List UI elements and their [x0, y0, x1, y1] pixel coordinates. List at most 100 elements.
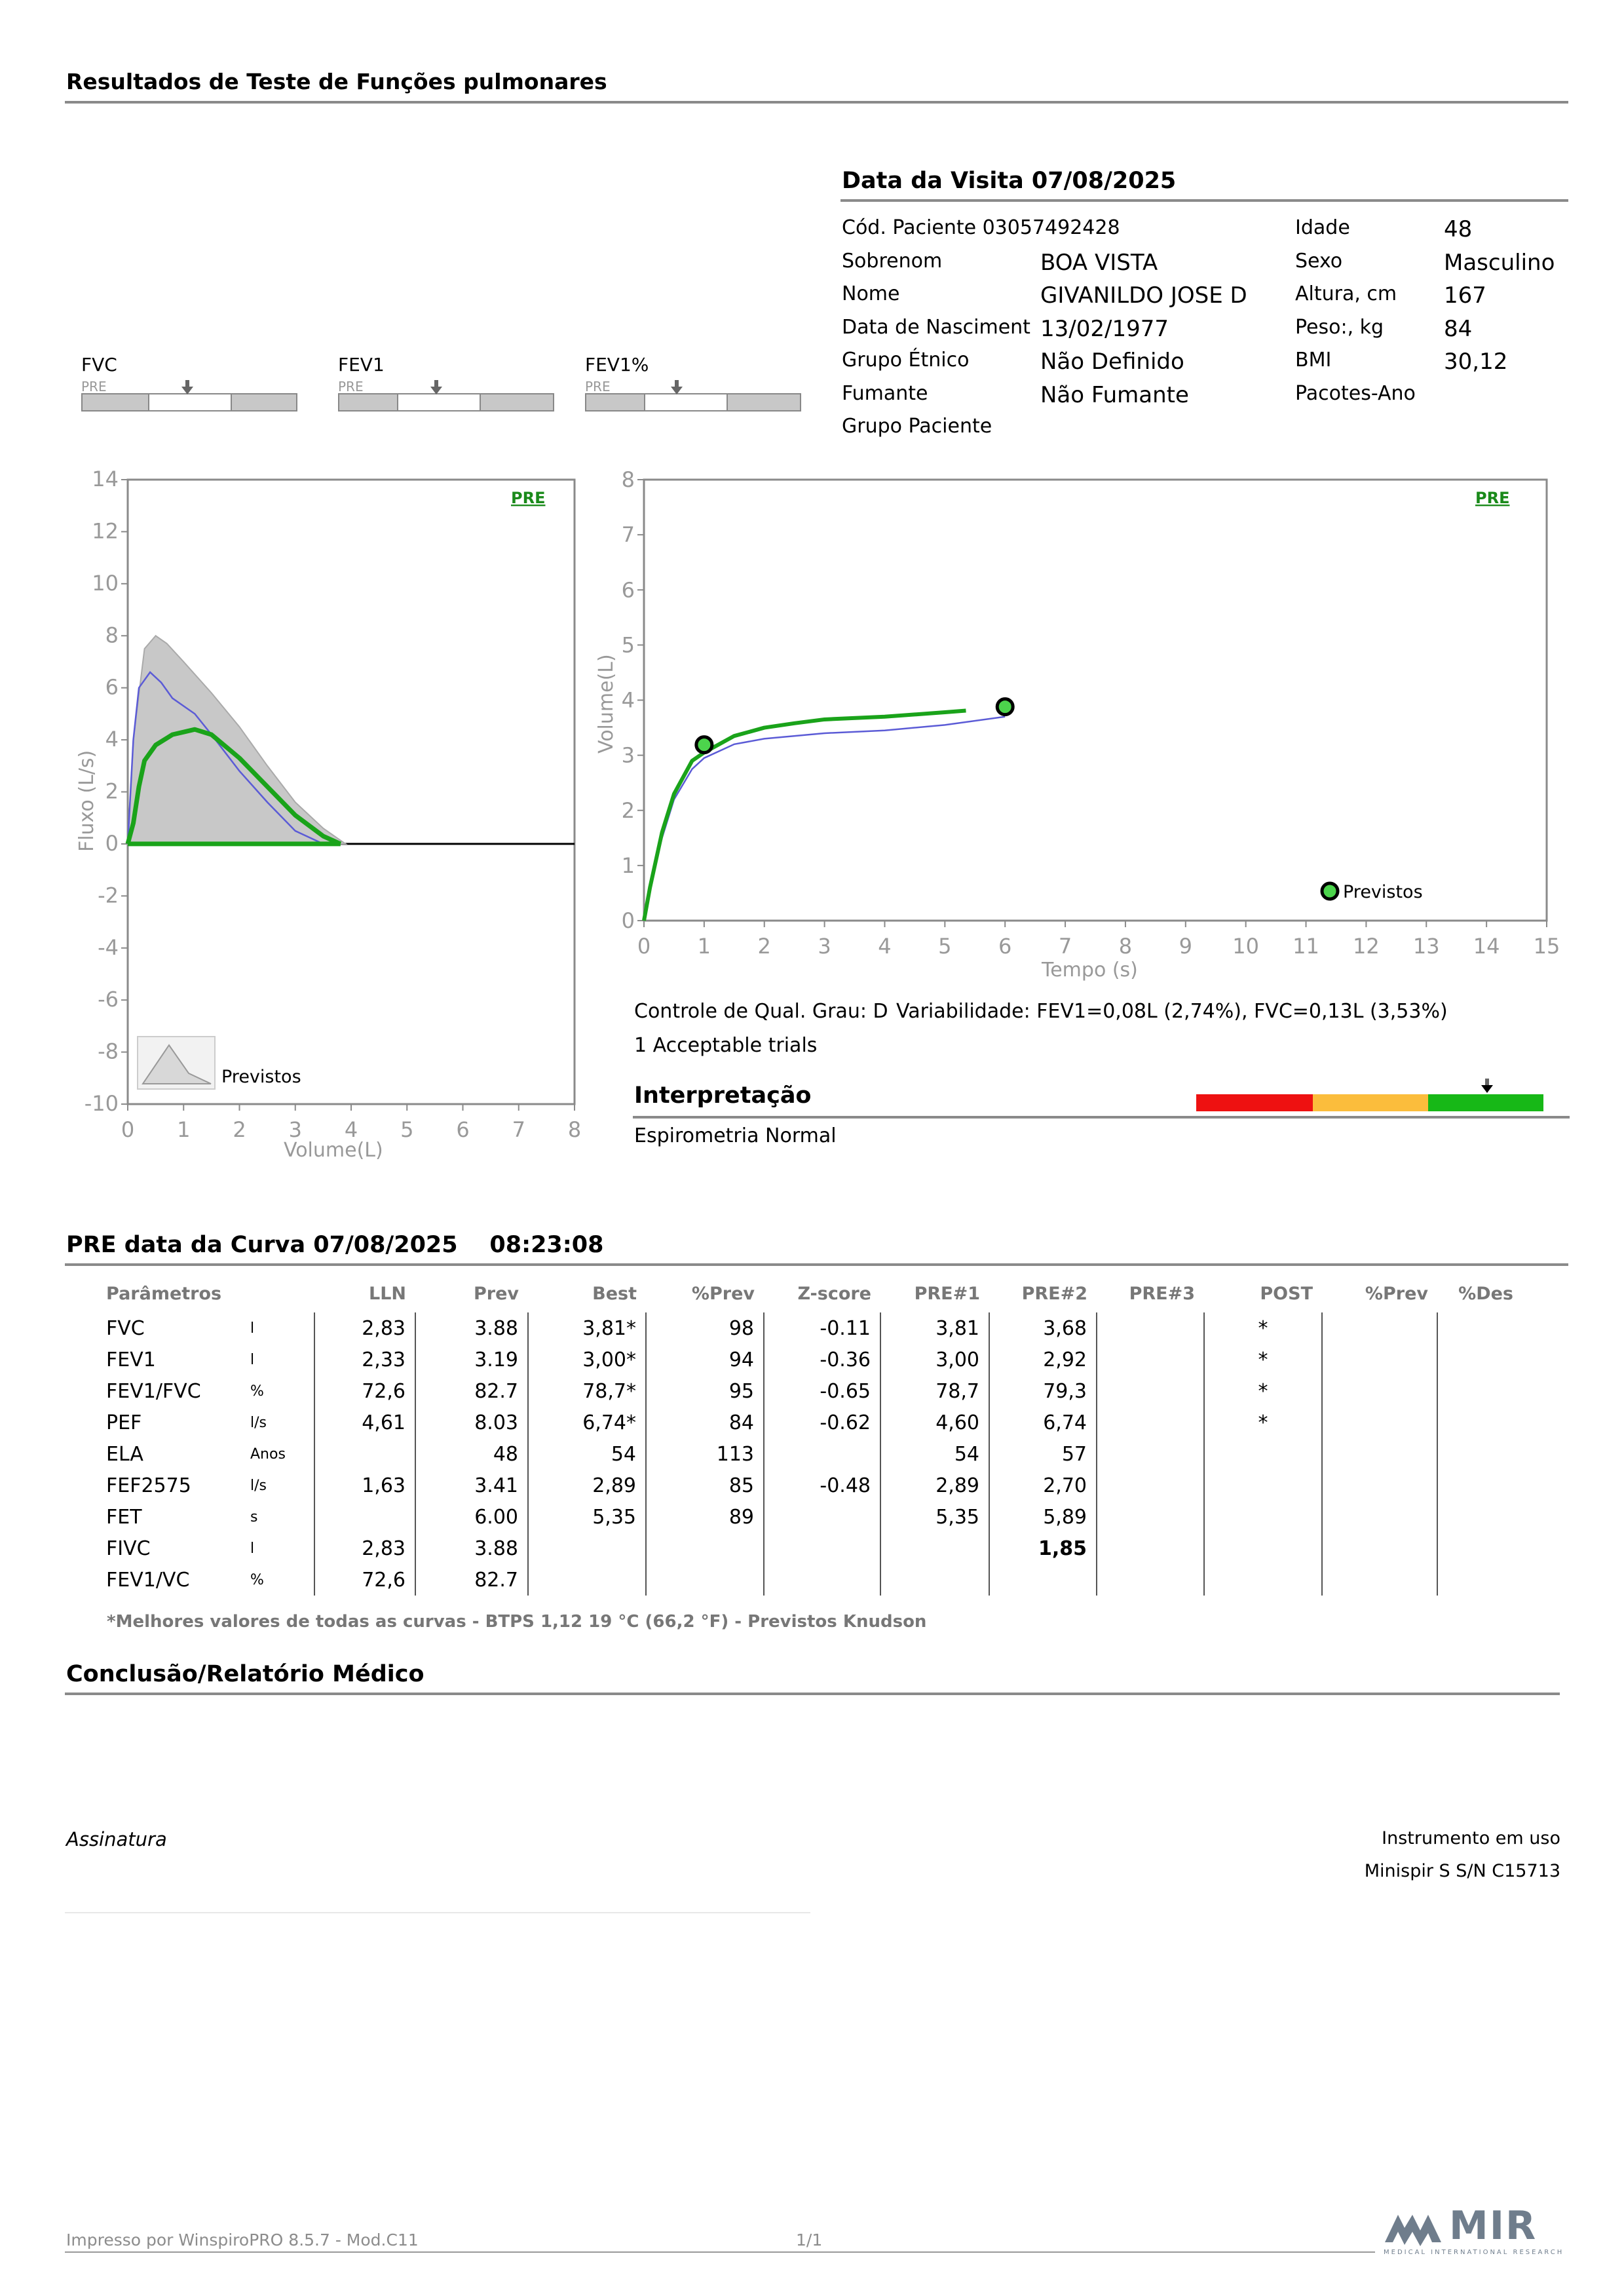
table-cell [1322, 1564, 1438, 1596]
table-cell: 5,35 [880, 1501, 990, 1533]
mini-indicator-bar [81, 393, 297, 411]
table-cell: Anos [241, 1438, 315, 1470]
table-cell: l/s [241, 1407, 315, 1438]
y-tick-label: -10 [85, 1091, 119, 1116]
col-header: POST [1260, 1283, 1313, 1304]
col-header [241, 1274, 314, 1312]
age-label: Idade [1295, 216, 1350, 239]
table-cell: 84 [646, 1407, 765, 1438]
y-tick-label: 0 [622, 908, 635, 933]
curve-title: PRE data da Curva 07/08/2025 08:23:08 [66, 1232, 604, 1258]
y-tick-label: 12 [92, 518, 119, 543]
table-cell: 3,00* [528, 1344, 647, 1375]
table-cell: FEV1/VC [106, 1568, 190, 1592]
series-line-pre1 [125, 727, 342, 847]
table-cell [646, 1564, 765, 1596]
name-value: GIVANILDO JOSE D [1040, 282, 1247, 309]
table-cell [1322, 1501, 1438, 1533]
table-cell: 54 [528, 1438, 647, 1470]
table-cell [1322, 1533, 1438, 1564]
table-cell: 89 [646, 1501, 765, 1533]
table-cell [1097, 1470, 1205, 1501]
table-cell: FEV1/FVC [106, 1379, 201, 1403]
table-cell: 2,70 [989, 1470, 1097, 1501]
y-tick-label: -6 [98, 987, 119, 1012]
scale-yellow [1313, 1094, 1428, 1111]
predicted-marker [694, 735, 714, 755]
table-cell [1437, 1438, 1522, 1470]
arrow-down-icon [671, 380, 683, 394]
table-cell: 3,00 [880, 1344, 990, 1375]
weight-label: Peso:, kg [1295, 316, 1384, 339]
y-tick-label: 8 [105, 622, 119, 647]
x-tick-label: 10 [1232, 934, 1259, 959]
table-cell: 98 [646, 1312, 765, 1344]
table-cell: 3.41 [415, 1470, 529, 1501]
table-cell: l [241, 1344, 315, 1375]
arrow-down-icon [430, 380, 442, 394]
pack-years-label: Pacotes-Ano [1295, 382, 1416, 405]
table-cell: -0.11 [764, 1312, 881, 1344]
sex-label: Sexo [1295, 250, 1343, 273]
logo-text: MIR [1449, 2203, 1538, 2249]
table-row: FEV1/VC% 72,6 82.7 [97, 1564, 1522, 1596]
quality-variability: Variabilidade: FEV1=0,08L (2,74%), FVC=0… [896, 1000, 1448, 1023]
header-divider [65, 101, 1568, 104]
table-cell [764, 1533, 881, 1564]
table-cell [1437, 1533, 1522, 1564]
y-tick-label: -4 [98, 935, 119, 960]
name-label: Nome [842, 282, 900, 305]
table-cell: -0.36 [764, 1344, 881, 1375]
mir-logo-icon [1385, 2215, 1441, 2246]
table-cell: -0.65 [764, 1375, 881, 1407]
table-cell [764, 1564, 881, 1596]
table-row: PEF l/s 4,61 8.03 6,74* 84 -0.62 4,60 6,74 * [97, 1407, 1522, 1438]
col-header: %Des [1458, 1283, 1513, 1304]
table-cell: 5,89 [989, 1501, 1097, 1533]
patient-group-label: Grupo Paciente [842, 415, 992, 438]
table-cell: FVC [106, 1316, 145, 1340]
table-cell: 78,7* [528, 1375, 647, 1407]
x-axis-label: Tempo (s) [1041, 959, 1138, 982]
table-cell [764, 1438, 881, 1470]
height-label: Altura, cm [1295, 282, 1397, 305]
weight-value: 84 [1444, 316, 1473, 342]
mini-indicator-label: FEV1% [585, 354, 649, 375]
plot-frame [643, 478, 1548, 922]
x-tick-label: 5 [938, 934, 951, 959]
table-cell: 48 [415, 1438, 529, 1470]
quality-grade: Controle de Qual. Grau: D [634, 1000, 888, 1023]
table-cell: 85 [646, 1470, 765, 1501]
table-cell: 79,3 [989, 1375, 1097, 1407]
scale-green [1428, 1094, 1543, 1111]
x-tick-label: 7 [1059, 934, 1072, 959]
table-cell: FET [106, 1505, 142, 1529]
interpretation-title: Interpretação [634, 1082, 812, 1109]
table-cell [1204, 1438, 1323, 1470]
table-cell [989, 1564, 1097, 1596]
chart-tag: PRE [1475, 489, 1509, 507]
x-tick-label: 3 [289, 1117, 302, 1142]
mini-indicator-sub: PRE [81, 379, 107, 394]
x-tick-label: 1 [698, 934, 711, 959]
table-row: FET s 6.00 5,35 89 5,35 5,89 [97, 1501, 1522, 1533]
quality-trials: 1 Acceptable trials [634, 1034, 818, 1057]
x-tick-label: 0 [121, 1117, 134, 1142]
y-tick-label: 7 [622, 522, 635, 547]
x-tick-label: 4 [878, 934, 891, 959]
table-cell [764, 1501, 881, 1533]
table-cell [1097, 1407, 1205, 1438]
table-cell [1437, 1564, 1522, 1596]
table-cell: 57 [989, 1438, 1097, 1470]
col-header: Prev [473, 1283, 519, 1304]
table-cell: 2,89 [528, 1470, 647, 1501]
arrow-down-icon [181, 380, 193, 394]
results-table: Parâmetros LLN Prev Best %Prev Z-score P… [97, 1274, 1522, 1596]
x-tick-label: 0 [637, 934, 651, 959]
col-header: PRE#1 [914, 1283, 980, 1304]
x-tick-label: 3 [818, 934, 831, 959]
table-cell: 6.00 [415, 1501, 529, 1533]
table-cell [1322, 1344, 1438, 1375]
x-tick-label: 8 [568, 1117, 581, 1142]
table-cell: 3.88 [415, 1533, 529, 1564]
